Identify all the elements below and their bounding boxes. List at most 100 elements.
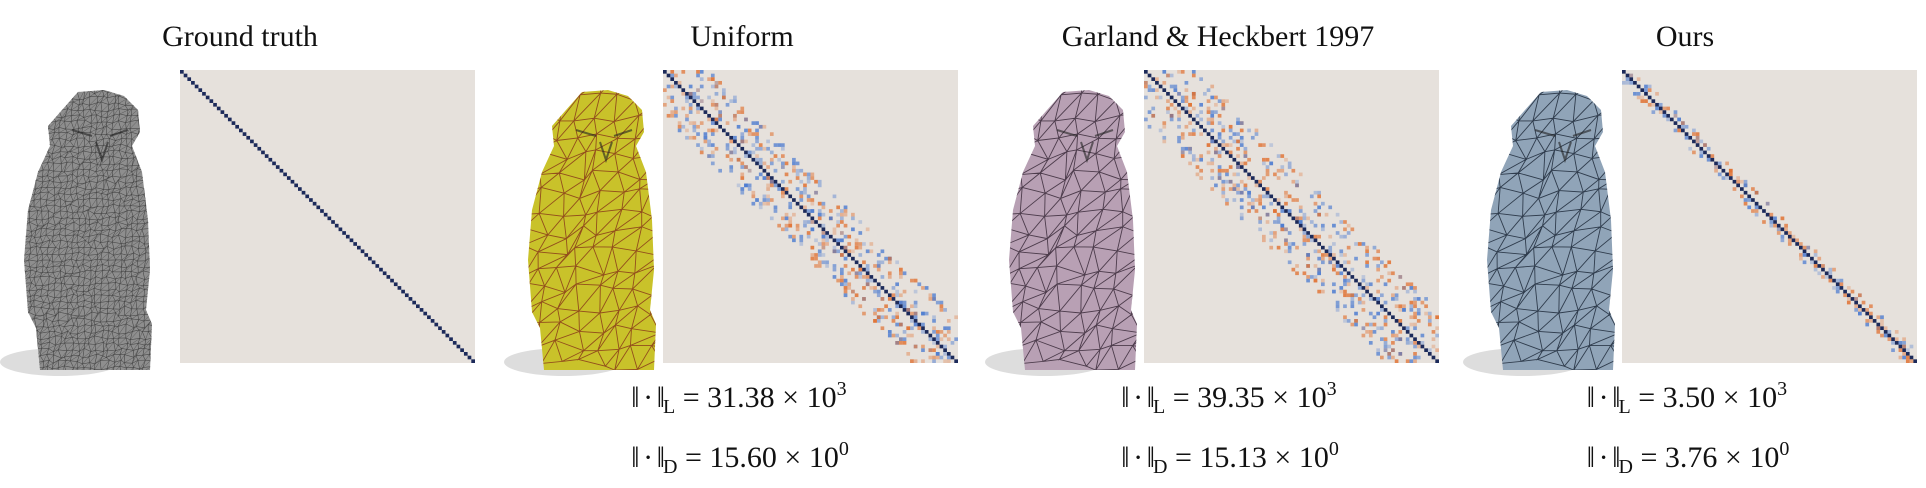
offdiag-cell <box>1184 99 1189 103</box>
diagonal-cell <box>1773 220 1777 224</box>
offdiag-cell <box>913 300 918 305</box>
offdiag-cell <box>1905 355 1910 360</box>
offdiag-cell <box>1302 242 1307 246</box>
offdiag-cell <box>784 172 789 177</box>
offdiag-cell <box>766 176 770 180</box>
offdiag-cell <box>817 183 822 188</box>
offdiag-cell <box>1909 344 1914 349</box>
offdiag-cell <box>1869 319 1873 323</box>
diagonal-cell <box>316 205 321 210</box>
offdiag-cell <box>1199 102 1203 107</box>
offdiag-cell <box>1413 322 1417 327</box>
diagonal-cell <box>806 212 811 217</box>
metric-dirichlet-norm: ‖ · ‖D = 15.13 × 100 <box>1121 428 1339 488</box>
offdiag-cell <box>692 91 697 96</box>
offdiag-cell <box>1769 220 1774 224</box>
offdiag-cell <box>769 132 774 136</box>
offdiag-cell <box>795 227 800 232</box>
offdiag-cell <box>699 121 704 125</box>
offdiag-cell <box>1413 289 1417 294</box>
offdiag-cell <box>1210 113 1215 118</box>
offdiag-cell <box>1350 293 1355 298</box>
metric-value: = 15.13 × 10 <box>1167 441 1329 474</box>
offdiag-cell <box>1309 275 1314 279</box>
offdiag-cell <box>810 201 815 206</box>
diagonal-cell <box>1791 238 1796 243</box>
offdiag-cell <box>784 223 789 228</box>
offdiag-cell <box>954 337 958 342</box>
diagonal-cell <box>1306 231 1310 235</box>
offdiag-cell <box>1806 245 1811 250</box>
offdiag-cell <box>755 157 759 162</box>
offdiag-cell <box>685 99 689 103</box>
offdiag-cell <box>1435 333 1439 338</box>
offdiag-cell <box>821 231 826 235</box>
offdiag-cell <box>1269 143 1274 147</box>
offdiag-cell <box>913 344 918 349</box>
offdiag-cell <box>758 161 763 166</box>
offdiag-cell <box>876 319 881 323</box>
offdiag-cell <box>1821 275 1825 279</box>
offdiag-cell <box>1236 190 1240 195</box>
offdiag-cell <box>910 278 914 283</box>
offdiag-cell <box>1413 326 1417 331</box>
offdiag-cell <box>1865 308 1870 312</box>
offdiag-cell <box>1684 135 1689 140</box>
offdiag-cell <box>865 282 870 287</box>
offdiag-cell <box>792 212 796 217</box>
metric-exponent: 3 <box>1777 378 1788 400</box>
diagonal-cell <box>1714 161 1718 166</box>
offdiag-cell <box>769 183 774 188</box>
offdiag-cell <box>792 238 796 243</box>
diagonal-cell <box>681 88 686 92</box>
offdiag-cell <box>1302 216 1307 221</box>
offdiag-cell <box>740 132 745 136</box>
offdiag-cell <box>862 242 866 246</box>
offdiag-cell <box>714 146 719 151</box>
offdiag-cell <box>1416 297 1421 301</box>
diagonal-cell <box>1629 77 1634 81</box>
offdiag-cell <box>733 95 737 100</box>
norm-symbol: ‖ · ‖ <box>1121 381 1155 414</box>
offdiag-cell <box>1405 341 1410 345</box>
offdiag-cell <box>1295 216 1299 221</box>
offdiag-cell <box>1787 242 1792 246</box>
offdiag-cell <box>869 278 874 283</box>
offdiag-cell <box>1398 275 1403 279</box>
offdiag-cell <box>729 168 734 173</box>
diagonal-cell <box>250 139 254 144</box>
offdiag-cell <box>828 216 833 221</box>
offdiag-cell <box>1191 73 1196 78</box>
diagonal-cell <box>298 187 302 191</box>
offdiag-cell <box>1365 282 1369 287</box>
offdiag-cell <box>751 190 756 195</box>
diagonal-cell <box>1206 132 1211 136</box>
diagonal-cell <box>183 73 188 78</box>
offdiag-cell <box>1887 330 1892 334</box>
offdiag-cell <box>670 73 675 78</box>
diagonal-cell <box>1273 198 1277 202</box>
offdiag-cell <box>954 315 958 320</box>
offdiag-cell <box>935 352 940 356</box>
offdiag-cell <box>710 102 715 107</box>
offdiag-cell <box>1413 286 1417 290</box>
offdiag-cell <box>1324 212 1329 217</box>
offdiag-cell <box>1332 267 1336 272</box>
offdiag-cell <box>769 179 774 184</box>
offdiag-cell <box>696 143 700 147</box>
offdiag-cell <box>1813 264 1818 268</box>
offdiag-cell <box>1332 282 1336 287</box>
offdiag-cell <box>1383 337 1388 342</box>
offdiag-cell <box>1144 117 1148 122</box>
offdiag-cell <box>810 209 815 213</box>
offdiag-cell <box>910 333 914 338</box>
offdiag-cell <box>1368 322 1373 327</box>
diagonal-cell <box>264 154 269 158</box>
diagonal-cell <box>784 190 789 195</box>
diagonal-cell <box>242 132 247 136</box>
offdiag-cell <box>924 311 929 316</box>
offdiag-cell <box>1376 326 1380 331</box>
diagonal-cell <box>1354 278 1358 283</box>
offdiag-cell <box>751 201 756 206</box>
diagonal-cell <box>913 319 918 323</box>
